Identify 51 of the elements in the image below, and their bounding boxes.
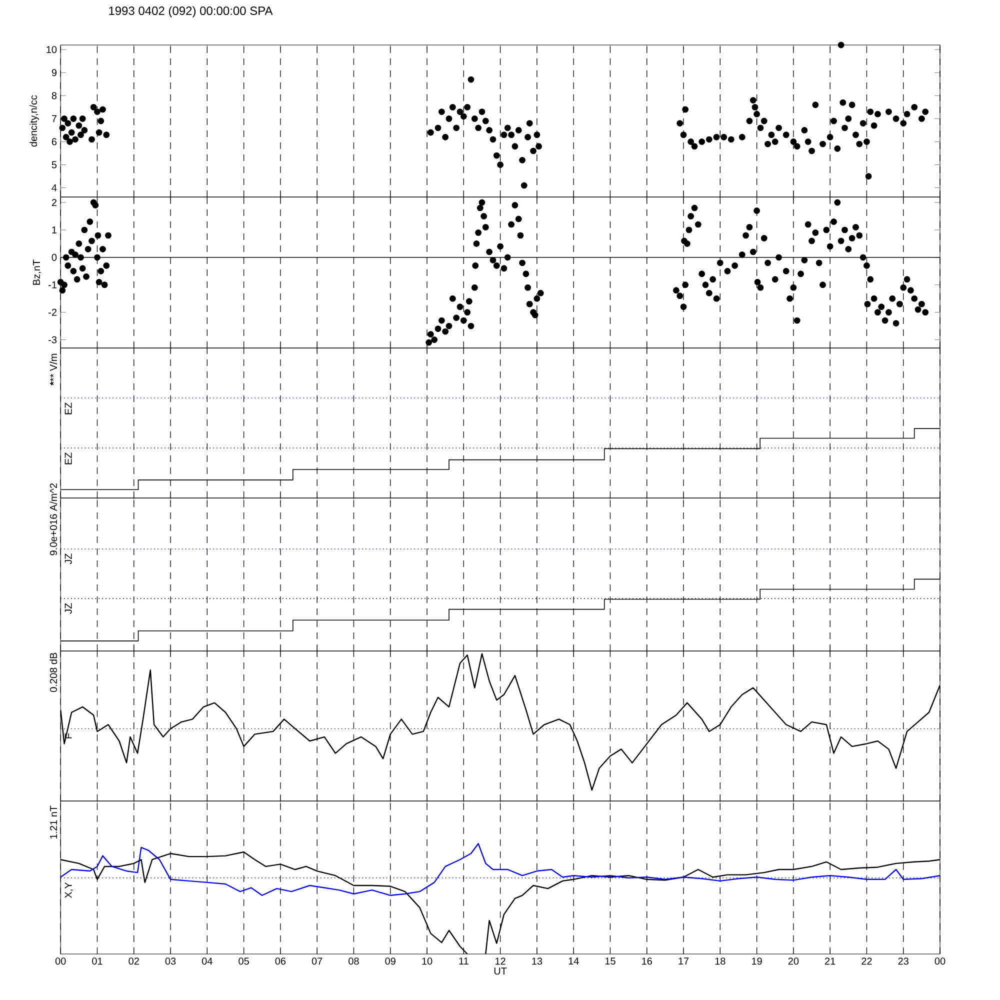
y-tick-label: -1: [48, 281, 57, 288]
y-tick-label: 5: [52, 161, 57, 168]
y-tick-label: 7: [52, 115, 56, 122]
x-tick-label: 21: [825, 958, 836, 965]
x-tick-label: 20: [788, 958, 799, 965]
x-tick-label: 15: [605, 958, 616, 965]
y-axis-title: *** V/m: [50, 354, 58, 386]
x-tick-label: 08: [348, 958, 359, 965]
ref-line-label: EZ: [64, 452, 72, 464]
ref-line-label: JZ: [64, 603, 72, 614]
x-tick-label: 04: [202, 958, 212, 965]
x-tick-label: 13: [532, 958, 542, 965]
y-axis-title: Bz,nT: [33, 260, 42, 285]
ref-line-label: JZ: [64, 554, 72, 564]
y-tick-label: -2: [48, 308, 56, 316]
y-axis-title: dencity,n/cc: [30, 95, 39, 147]
x-tick-label: 00: [55, 958, 66, 965]
x-tick-label: 03: [165, 958, 176, 965]
x-tick-label: 17: [678, 958, 689, 964]
x-tick-label: 23: [898, 958, 908, 965]
y-axis-title: 0.208 dB: [50, 652, 58, 692]
x-tick-label: 11: [459, 958, 468, 964]
y-tick-label: 2: [52, 198, 56, 206]
y-tick-label: 9: [52, 69, 57, 76]
x-tick-label: 19: [752, 958, 762, 965]
y-axis-title: 9.0e+016 A/m^2: [50, 483, 58, 556]
ref-line-label: EZ: [64, 402, 72, 414]
chart-title: 1993 0402 (092) 00:00:00 SPA: [109, 6, 273, 18]
y-tick-label: -3: [48, 336, 57, 344]
y-tick-label: 1: [52, 226, 57, 234]
y-tick-label: 6: [52, 138, 57, 146]
x-tick-label: 14: [568, 958, 579, 964]
x-tick-label: 22: [862, 958, 872, 965]
y-axis-title: 1.21 nT: [50, 806, 57, 839]
y-tick-label: 4: [52, 184, 57, 192]
x-tick-label: 12: [495, 958, 506, 965]
x-tick-label: 05: [238, 958, 249, 965]
x-tick-label: 09: [385, 958, 396, 965]
x-tick-label: 01: [92, 958, 102, 965]
x-tick-label: 00: [934, 958, 946, 965]
x-axis-title: UT: [494, 968, 507, 975]
x-tick-label: 02: [128, 958, 139, 965]
y-tick-label: 0: [52, 254, 57, 261]
x-tick-label: 10: [422, 958, 432, 965]
x-tick-label: 16: [642, 958, 652, 965]
x-tick-label: 18: [715, 958, 726, 965]
ref-line-label: X,Y: [64, 882, 74, 898]
y-tick-label: 8: [52, 92, 57, 100]
y-tick-label: 10: [46, 46, 57, 54]
x-tick-label: 06: [275, 958, 286, 965]
x-tick-label: 07: [312, 958, 322, 965]
